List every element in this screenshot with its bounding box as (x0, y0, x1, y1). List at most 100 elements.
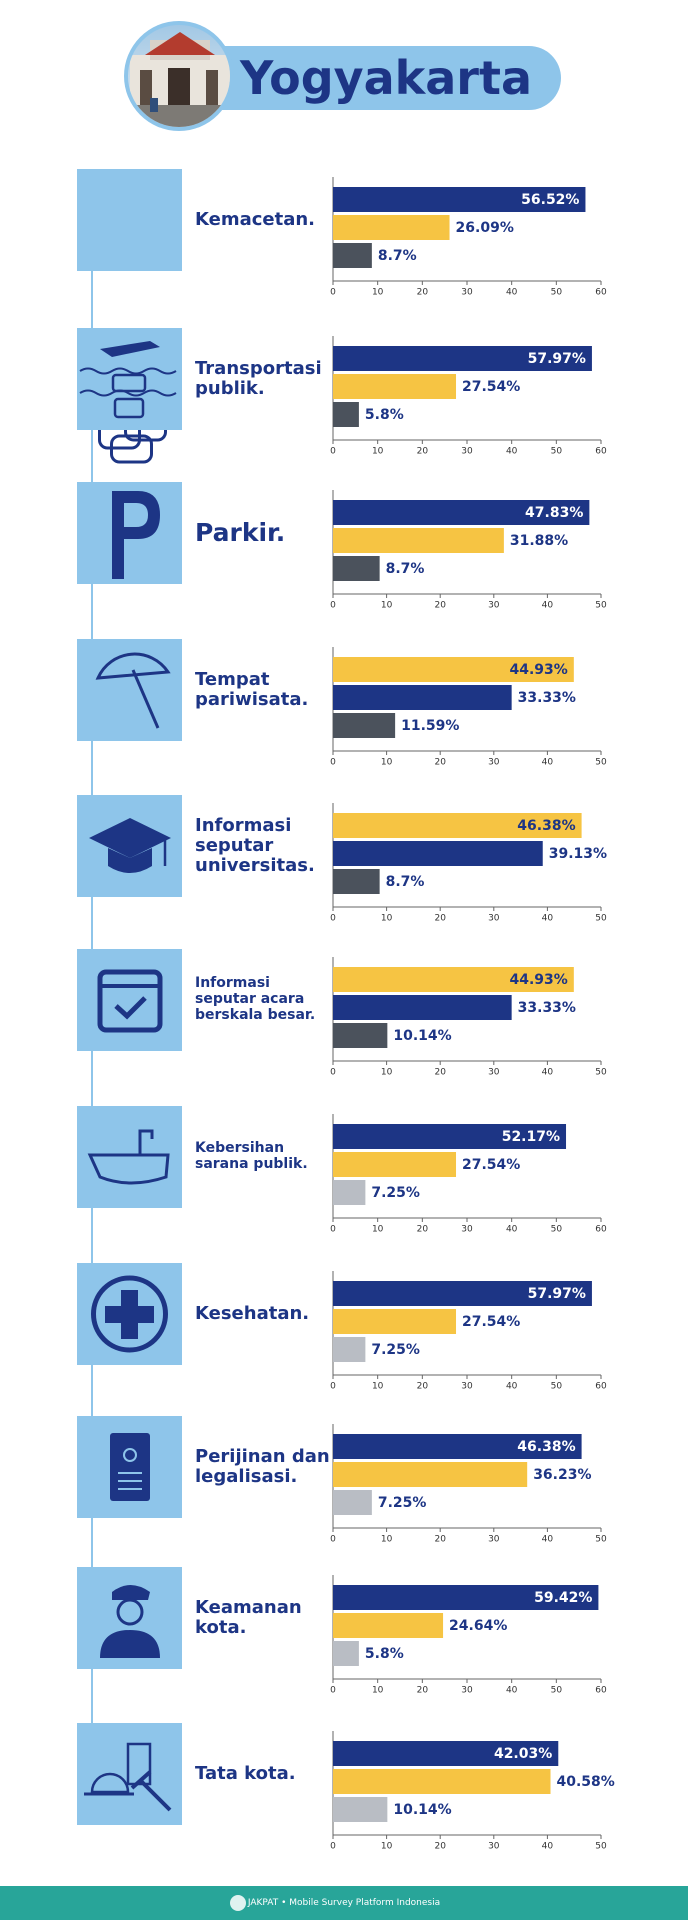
icon-part (111, 373, 147, 393)
x-tick-label: 30 (461, 447, 473, 457)
chart-title: Kemacetan. (195, 208, 316, 230)
value-label: 47.83% (525, 505, 583, 521)
x-tick-label: 20 (417, 288, 429, 298)
icon-part (89, 818, 171, 858)
icon (95, 652, 171, 729)
value-label: 40.58% (557, 1774, 615, 1790)
icon-box (77, 328, 182, 430)
x-tick-label: 10 (381, 601, 393, 611)
bar (333, 869, 380, 894)
x-tick-label: 20 (434, 758, 446, 768)
icon-part (105, 1290, 154, 1339)
x-tick-label: 50 (551, 288, 563, 298)
icon-part (138, 1129, 154, 1155)
x-tick-label: 20 (434, 1068, 446, 1078)
x-tick-label: 20 (417, 1225, 429, 1235)
chart-title: Perijinan dan legalisasi. (195, 1445, 330, 1487)
icon-part (131, 669, 160, 729)
x-tick-label: 50 (551, 1382, 563, 1392)
x-tick-label: 40 (506, 447, 518, 457)
value-label: 5.8% (365, 407, 404, 423)
x-tick-label: 50 (595, 1068, 607, 1078)
bar (333, 967, 574, 992)
x-tick-label: 30 (488, 758, 500, 768)
x-tick-label: 30 (461, 1225, 473, 1235)
footer-text: JAKPAT • Mobile Survey Platform Indonesi… (247, 1898, 441, 1908)
value-label: 52.17% (502, 1129, 560, 1145)
x-tick-label: 10 (372, 447, 384, 457)
bar (333, 1309, 457, 1334)
bar (333, 685, 512, 710)
value-label: 46.38% (517, 818, 575, 834)
icon (87, 1129, 170, 1185)
x-tick-label: 40 (542, 1535, 554, 1545)
x-tick-label: 50 (595, 914, 607, 924)
bar (333, 841, 543, 866)
bar (333, 1023, 388, 1048)
bar (333, 556, 380, 581)
icon-part (108, 848, 152, 873)
value-label: 10.14% (393, 1802, 451, 1818)
icon-part (114, 996, 147, 1020)
icon-part (112, 1585, 150, 1600)
x-tick-label: 0 (330, 1842, 336, 1852)
icon-part (100, 341, 160, 357)
icon-part (110, 434, 153, 464)
icon (89, 818, 171, 873)
value-label: 31.88% (510, 533, 568, 549)
value-label: 42.03% (494, 1746, 552, 1762)
value-label: 7.25% (378, 1495, 427, 1511)
bar (333, 215, 450, 240)
value-label: 57.97% (528, 351, 586, 367)
value-label: 39.13% (549, 846, 607, 862)
footer-logo (230, 1895, 246, 1911)
icon-part (116, 1598, 144, 1626)
icon (91, 1275, 168, 1353)
chart-title: Parkir. (195, 518, 286, 547)
icon-part (112, 491, 160, 579)
bar (333, 243, 372, 268)
x-tick-label: 20 (434, 601, 446, 611)
bar (333, 346, 592, 371)
value-label: 36.23% (533, 1467, 591, 1483)
value-label: 27.54% (462, 1314, 520, 1330)
x-tick-label: 50 (551, 1225, 563, 1235)
x-tick-label: 30 (488, 601, 500, 611)
x-tick-label: 40 (506, 1225, 518, 1235)
x-tick-label: 10 (372, 1382, 384, 1392)
icon-part (79, 367, 177, 397)
value-label: 7.25% (371, 1342, 420, 1358)
x-tick-label: 60 (595, 288, 607, 298)
x-tick-label: 40 (542, 601, 554, 611)
x-tick-label: 50 (595, 1842, 607, 1852)
x-tick-label: 40 (542, 1842, 554, 1852)
bar (333, 1462, 528, 1487)
value-label: 5.8% (365, 1646, 404, 1662)
icon (112, 491, 160, 579)
value-label: 44.93% (510, 662, 568, 678)
x-tick-label: 10 (372, 288, 384, 298)
bar (333, 1797, 388, 1822)
x-tick-label: 60 (595, 1382, 607, 1392)
x-tick-label: 50 (595, 758, 607, 768)
value-label: 33.33% (518, 690, 576, 706)
value-label: 7.25% (371, 1185, 420, 1201)
x-tick-label: 10 (381, 914, 393, 924)
chart-title: Kesehatan. (195, 1302, 310, 1324)
icon-box (77, 169, 182, 271)
value-label: 56.52% (521, 192, 579, 208)
bar (333, 1180, 366, 1205)
bar (333, 1641, 359, 1666)
x-tick-label: 60 (595, 447, 607, 457)
x-tick-label: 20 (417, 1686, 429, 1696)
x-tick-label: 0 (330, 1535, 336, 1545)
x-tick-label: 20 (434, 914, 446, 924)
x-tick-label: 10 (381, 1535, 393, 1545)
bar (333, 1490, 372, 1515)
chart-title: Tempat pariwisata. (195, 668, 309, 710)
chart-title: Kebersihan sarana publik. (195, 1140, 308, 1172)
x-tick-label: 50 (595, 601, 607, 611)
x-tick-label: 0 (330, 1068, 336, 1078)
value-label: 11.59% (401, 718, 459, 734)
